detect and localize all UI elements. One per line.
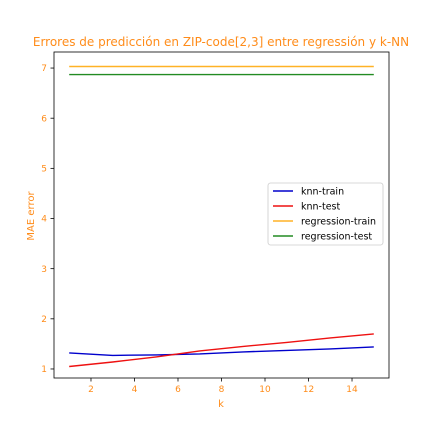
x-tick-label: 2: [88, 385, 94, 395]
legend-label: knn-test: [301, 201, 340, 212]
y-tick-label: 1: [41, 365, 47, 375]
y-tick-label: 4: [41, 215, 47, 225]
y-tick-label: 7: [41, 64, 47, 74]
x-tick-label: 14: [346, 385, 358, 395]
y-tick-label: 2: [41, 315, 47, 325]
legend: knn-train knn-test regression-train regress…: [267, 182, 384, 246]
y-tick-label: 3: [41, 265, 47, 275]
y-tick-label: 6: [41, 114, 47, 124]
x-tick-label: 12: [303, 385, 314, 395]
x-tick-label: 8: [219, 385, 225, 395]
x-tick-label: 6: [175, 385, 181, 395]
legend-label: regression-test: [301, 231, 372, 242]
series-line-knn-train: [69, 346, 374, 357]
y-axis-label: MAE error: [26, 191, 37, 241]
legend-box: [267, 182, 384, 246]
y-tick-label: 5: [41, 165, 47, 175]
legend-label: regression-train: [301, 216, 376, 227]
chart-title: Errores de predicción en ZIP-code[2,3] e…: [33, 35, 409, 49]
series-line-knn-test: [69, 333, 374, 368]
x-tick-label: 10: [259, 385, 271, 395]
x-axis-label: k: [218, 399, 224, 410]
x-tick-label: 4: [132, 385, 138, 395]
legend-label: knn-train: [301, 186, 344, 197]
